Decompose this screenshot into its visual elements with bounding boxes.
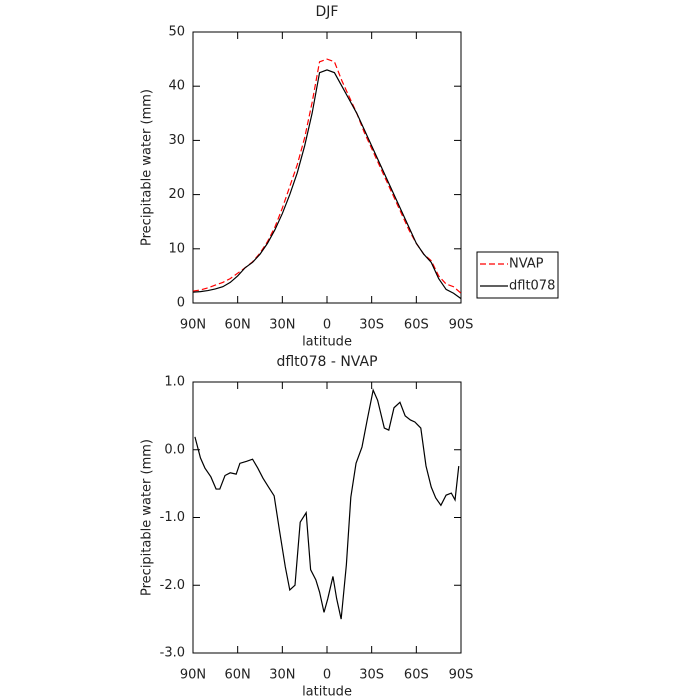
x-tick-label: 90N xyxy=(180,318,206,333)
y-tick-label: 20 xyxy=(168,187,185,202)
y-tick-label: 30 xyxy=(168,133,185,148)
plot-frame xyxy=(192,381,462,654)
x-tick-label: 30S xyxy=(359,668,384,683)
data-line xyxy=(194,388,460,620)
x-tick-label: 0 xyxy=(323,318,331,333)
x-tick-label: 30S xyxy=(359,318,384,333)
y-axis-label: Precipitable water (mm) xyxy=(140,439,155,596)
y-tick-label: 10 xyxy=(168,241,185,256)
legend-label: dflt078 xyxy=(509,279,555,294)
plot-frame xyxy=(192,31,462,304)
x-tick-label: 90N xyxy=(180,668,206,683)
chart-title: dflt078 - NVAP xyxy=(276,354,377,370)
x-tick-label: 90S xyxy=(449,318,474,333)
x-tick-label: 0 xyxy=(323,668,331,683)
y-axis-label: Precipitable water (mm) xyxy=(140,89,155,246)
y-tick-label: -2.0 xyxy=(160,578,185,593)
x-tick-label: 30N xyxy=(269,668,295,683)
y-tick-label: 0 xyxy=(177,296,185,311)
y-tick-label: -3.0 xyxy=(160,646,185,661)
legend-box xyxy=(476,251,559,299)
x-tick-label: 60N xyxy=(225,318,251,333)
y-tick-label: -1.0 xyxy=(160,510,185,525)
y-tick-label: 0.0 xyxy=(164,442,185,457)
x-tick-label: 60S xyxy=(404,668,429,683)
x-tick-label: 60S xyxy=(404,318,429,333)
x-axis-label: latitude xyxy=(302,335,352,350)
x-axis-label: latitude xyxy=(302,685,352,700)
y-tick-label: 1.0 xyxy=(164,375,185,390)
x-tick-label: 90S xyxy=(449,668,474,683)
chart-title: DJF xyxy=(316,4,339,20)
y-tick-label: 50 xyxy=(168,25,185,40)
y-tick-label: 40 xyxy=(168,79,185,94)
data-line xyxy=(192,58,462,294)
x-tick-label: 60N xyxy=(225,668,251,683)
x-tick-label: 30N xyxy=(269,318,295,333)
legend-label: NVAP xyxy=(509,257,544,272)
data-line xyxy=(192,69,462,300)
